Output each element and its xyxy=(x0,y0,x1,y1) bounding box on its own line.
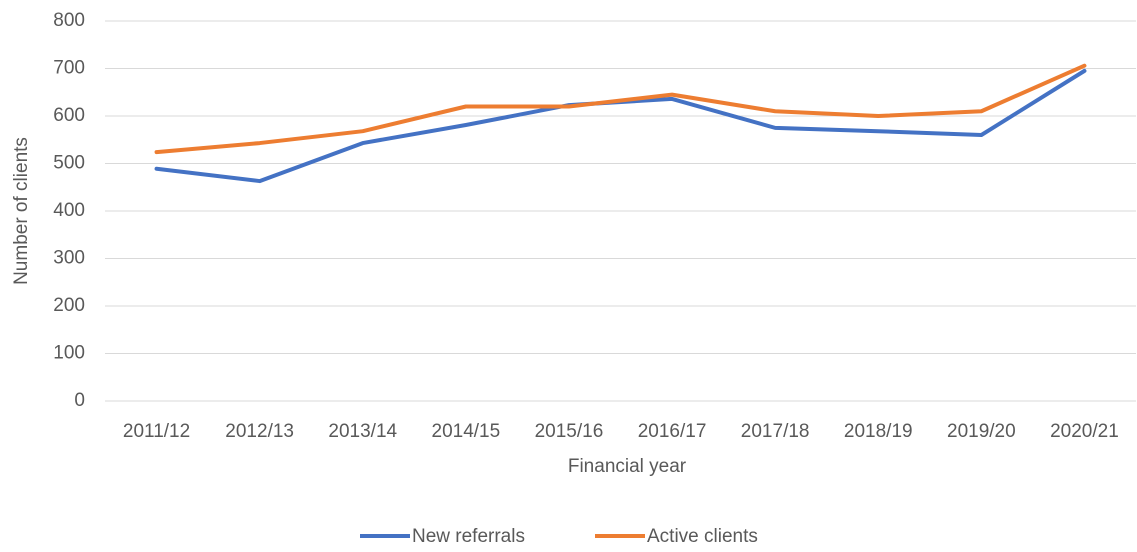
x-tick-label: 2014/15 xyxy=(432,421,501,442)
y-tick-label: 700 xyxy=(53,58,85,79)
y-tick-label: 600 xyxy=(53,105,85,126)
x-tick-label: 2019/20 xyxy=(947,421,1016,442)
y-tick-label: 400 xyxy=(53,200,85,221)
y-tick-label: 500 xyxy=(53,153,85,174)
y-tick-label: 300 xyxy=(53,248,85,269)
x-tick-label: 2018/19 xyxy=(844,421,913,442)
x-tick-label: 2017/18 xyxy=(741,421,810,442)
legend-label: New referrals xyxy=(412,526,525,547)
line-series xyxy=(154,63,1087,155)
legend-label: Active clients xyxy=(647,526,758,547)
y-tick-label: 200 xyxy=(53,295,85,316)
x-axis-title: Financial year xyxy=(568,456,687,477)
x-tick-label: 2013/14 xyxy=(328,421,397,442)
y-tick-label: 800 xyxy=(53,10,85,31)
x-tick-label: 2012/13 xyxy=(225,421,294,442)
y-tick-label: 0 xyxy=(74,390,85,411)
x-tick-label: 2011/12 xyxy=(123,421,190,442)
y-tick-label: 100 xyxy=(53,343,85,364)
x-tick-label: 2020/21 xyxy=(1050,421,1119,442)
x-tick-label: 2015/16 xyxy=(535,421,604,442)
x-tick-label: 2016/17 xyxy=(638,421,707,442)
y-axis-title: Number of clients xyxy=(11,137,32,285)
line-series xyxy=(154,68,1087,184)
